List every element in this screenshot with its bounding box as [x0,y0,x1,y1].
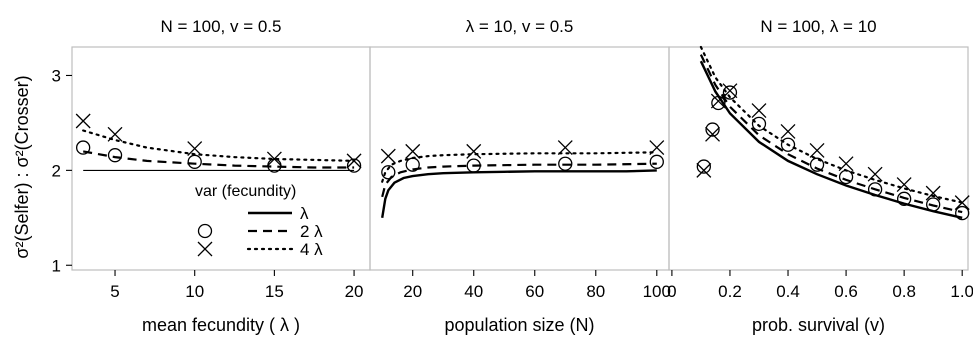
series-line-solid [699,60,963,219]
data-point-cross [925,185,941,201]
y-tick-label: 1 [52,256,61,275]
x-tick-label: 0 [667,282,676,301]
y-tick-label: 2 [52,161,61,180]
x-tick-label: 20 [345,282,364,301]
legend-circle-marker [197,223,213,239]
legend-label-dashed: 2 λ [300,222,323,241]
x-axis-label: mean fecundity ( λ ) [142,315,300,335]
data-point-cross [838,156,854,172]
panel-title: λ = 10, v = 0.5 [466,17,574,36]
data-point-cross [696,162,712,178]
panel-frame [668,46,969,271]
data-point-cross [809,142,825,158]
data-point-circle [76,140,91,155]
panel-1: N = 100, v = 0.5 5 10 15 20 mean fecundity ( … [52,17,371,335]
x-tick-label: 40 [464,282,483,301]
data-point-cross [751,103,767,119]
data-point-circle [649,154,664,169]
x-axis-label: population size (N) [444,315,594,335]
series-line-dashed [699,54,963,214]
data-point-circle [751,116,767,132]
data-point-circle [187,154,202,169]
data-point-circle [809,157,825,172]
y-axis-label-sep: : [12,167,32,182]
data-point-circle [466,158,481,173]
data-point-circle [558,156,573,171]
x-tick-label: 60 [525,282,544,301]
x-tick-label: 0.4 [776,282,800,301]
x-tick-label: 20 [403,282,422,301]
x-tick-label: 0.2 [718,282,742,301]
data-point-circle [711,95,726,111]
y-tick-label: 3 [52,66,61,85]
y-axis-label-right: σ²(Crosser) [12,75,32,167]
legend-entry-dashed: 2 λ [197,222,323,241]
data-point-circle [696,159,711,174]
data-point-cross [722,83,738,99]
data-point-cross [954,195,970,211]
panel-title: N = 100, v = 0.5 [161,17,282,36]
data-point-circle [107,148,123,163]
x-tick-label: 15 [265,282,284,301]
x-tick-label: 100 [643,282,671,301]
data-point-circle [346,158,362,173]
panel-title: N = 100, λ = 10 [760,17,876,36]
data-point-circle [705,122,720,137]
legend-title: var (fecundity) [195,183,296,200]
y-axis-label-left: σ²(Selfer) [12,183,32,259]
series-line-dashed [381,162,657,198]
data-point-circle [780,137,796,152]
data-point-cross [380,148,396,164]
data-point-cross [896,177,912,193]
x-tick-label: 5 [110,282,119,301]
data-point-circle [896,191,912,206]
data-point-circle [867,182,883,197]
data-point-cross [780,123,796,139]
series-line-dotted [699,45,964,204]
data-point-cross [75,113,91,129]
x-tick-label: 80 [586,282,605,301]
series-line-dotted [82,129,356,162]
panel-frame [71,46,371,271]
legend-cross-marker [197,241,213,257]
data-point-circle [838,169,854,185]
data-point-cross [107,126,123,142]
legend-label-solid: λ [300,204,309,223]
legend-label-dotted: 4 λ [300,240,323,259]
data-point-cross [187,141,203,156]
data-point-cross [710,93,726,109]
y-axis-label: σ²(Selfer) : σ²(Crosser) [12,75,32,258]
data-point-circle [405,157,420,172]
x-axis-label: prob. survival (v) [752,315,885,335]
data-point-circle [926,197,941,212]
data-point-circle [722,85,738,100]
panel-3: N = 100, λ = 10 0 0.2 0.4 0.6 0.8 1.0 prob. sur… [667,17,973,335]
data-point-cross [557,140,573,156]
data-point-circle [381,165,396,180]
series-line-dotted [381,151,658,183]
legend-entry-solid: λ [248,204,309,223]
data-point-cross [266,151,282,167]
legend: var (fecundity) λ 2 λ 4 λ [195,183,323,259]
data-point-cross [346,153,362,169]
data-point-cross [405,143,421,159]
series-line-solid [381,169,657,218]
legend-entry-dotted: 4 λ [197,240,323,259]
x-tick-label: 0.8 [892,282,916,301]
x-tick-label: 1.0 [950,282,973,301]
x-tick-label: 0.6 [834,282,858,301]
data-point-cross [466,143,482,159]
panel-2: λ = 10, v = 0.5 20 40 60 80 100 population siz… [369,17,671,335]
data-point-cross [649,140,665,156]
data-point-cross [705,126,721,142]
data-point-cross [867,166,883,182]
data-point-circle [955,205,970,221]
x-tick-label: 10 [185,282,204,301]
